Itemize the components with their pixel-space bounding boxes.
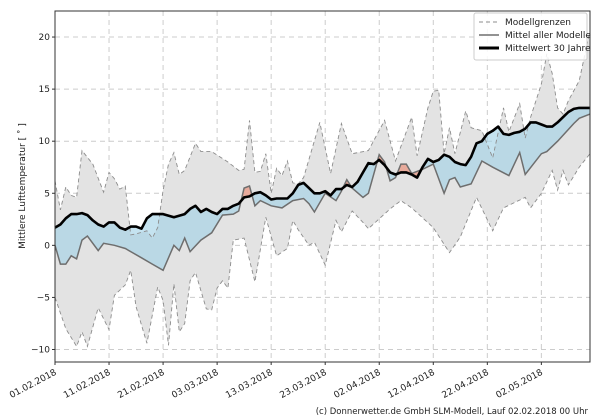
x-tick-label: 21.02.2018 [116,368,166,401]
lines [54,30,591,348]
y-ticks: 20 15 10 5 0 −5 −10 [31,33,55,356]
x-tick-label: 02.05.2018 [495,368,545,401]
x-tick-label: 22.04.2018 [441,368,491,401]
legend: Modellgrenzen Mittel aller Modelle Mitte… [473,12,591,61]
y-tick-label: 5 [44,189,50,199]
x-tick-label: 23.03.2018 [278,368,328,401]
x-tick-label: 12.04.2018 [386,368,436,401]
below-climate-area [55,107,590,271]
x-tick-label: 03.03.2018 [170,368,220,401]
lower-bound-line [54,153,591,348]
x-tick-label: 01.02.2018 [8,368,58,401]
x-ticks: 01.02.2018 11.02.2018 21.02.2018 03.03.2018… [8,362,545,401]
y-tick-label: 15 [39,85,50,95]
legend-label-climate-mean: Mittelwert 30 Jahre [505,44,591,54]
legend-box [473,12,588,61]
y-tick-label: 10 [39,137,51,147]
model-mean-line [54,113,591,272]
legend-label-bounds: Modellgrenzen [505,18,571,28]
x-tick-label: 13.03.2018 [224,368,274,401]
legend-label-model-mean: Mittel aller Modelle [505,31,591,41]
y-tick-label: −10 [31,346,50,356]
x-tick-label: 11.02.2018 [62,368,112,401]
model-bounds-area [55,30,590,347]
fills [55,30,590,347]
footer-copyright: (c) Donnerwetter.de GmbH SLM-Modell, Lau… [316,407,589,417]
y-tick-label: −5 [37,293,50,303]
y-tick-label: 20 [39,33,51,43]
climate-mean-line [54,106,590,231]
y-axis-label: Mittlere Lufttemperatur [ ˚ ] [17,123,28,249]
y-tick-label: 0 [44,241,50,251]
x-tick-label: 02.04.2018 [332,368,382,401]
upper-bound-line [54,30,591,239]
plot-frame [54,10,591,363]
